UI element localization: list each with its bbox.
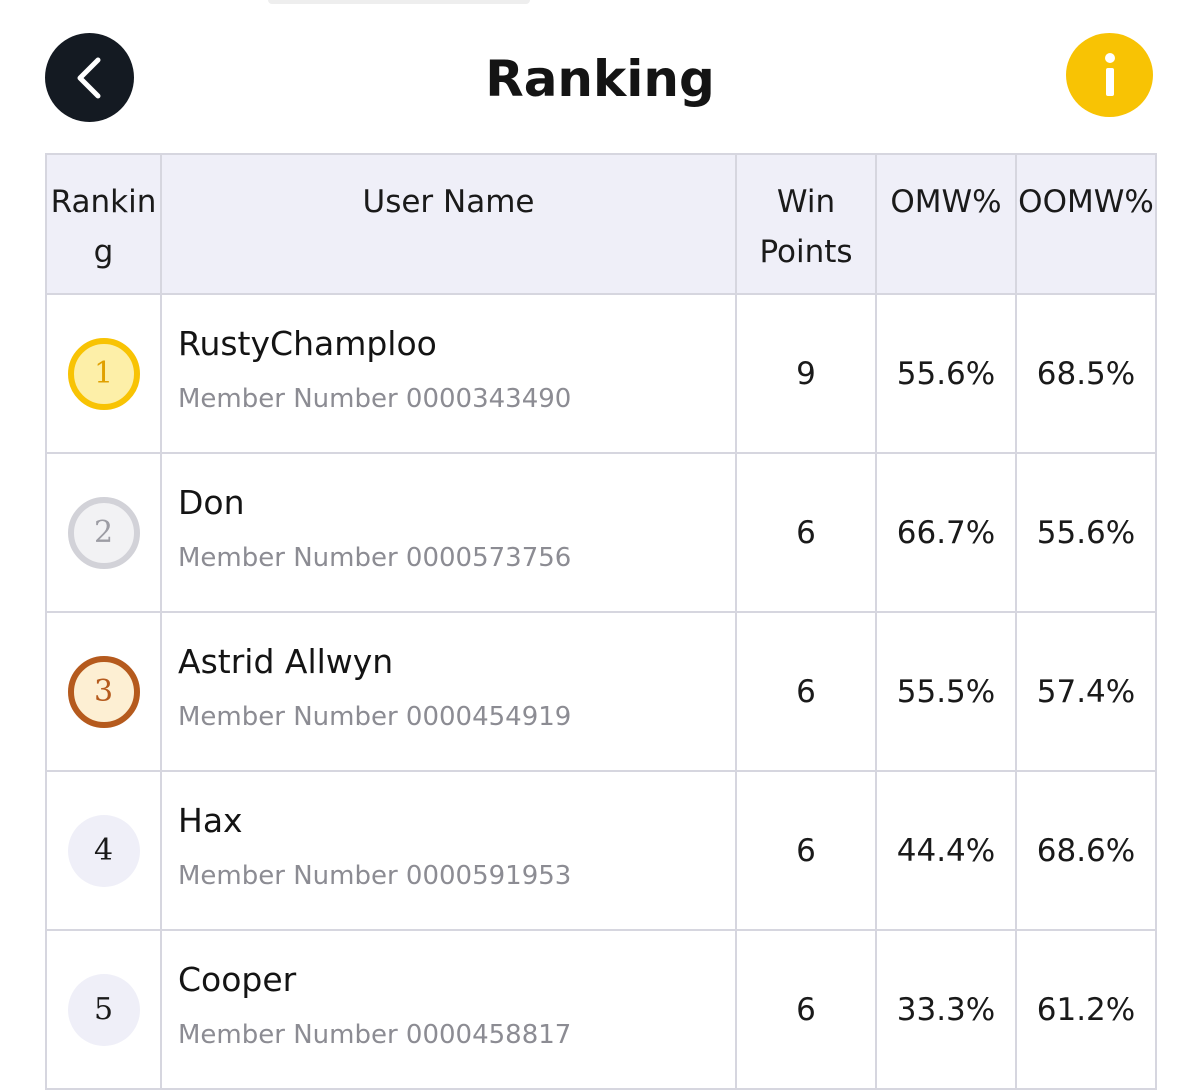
- member-number-label: Member Number: [178, 701, 398, 732]
- member-number-line: Member Number 0000458817: [178, 1018, 735, 1052]
- rank-number: 5: [93, 992, 114, 1027]
- omw-cell: 55.6%: [875, 293, 1017, 454]
- rank-badge: 5: [67, 973, 140, 1046]
- user-cell: RustyChamploo Member Number 0000343490: [160, 293, 737, 454]
- member-number: 0000343490: [405, 383, 572, 414]
- win-points-cell: 6: [735, 770, 877, 931]
- table-row[interactable]: 5 Cooper Member Number 0000458817 6 33.3% 61.…: [45, 929, 1157, 1090]
- page-title: Ranking: [485, 50, 715, 108]
- table-header-row: Ranking User Name Win Points OMW% OOMW%: [45, 153, 1157, 295]
- column-header-omw: OMW%: [875, 153, 1017, 295]
- gold-medal-icon: 1: [67, 337, 140, 410]
- rank-number: 1: [93, 356, 114, 391]
- win-points-cell: 9: [735, 293, 877, 454]
- rank-number: 3: [93, 674, 114, 709]
- user-name: Astrid Allwyn: [178, 641, 394, 681]
- omw-cell: 44.4%: [875, 770, 1017, 931]
- rank-number: 2: [93, 515, 114, 550]
- oomw-cell: 57.4%: [1015, 611, 1157, 772]
- member-number-line: Member Number 0000591953: [178, 859, 735, 893]
- omw-cell: 55.5%: [875, 611, 1017, 772]
- table-row[interactable]: 2 Don Member Number 0000573756 6 66.7% 55.6%: [45, 452, 1157, 613]
- member-number: 0000454919: [405, 701, 572, 732]
- user-cell: Cooper Member Number 0000458817: [160, 929, 737, 1090]
- column-header-oomw: OOMW%: [1015, 153, 1157, 295]
- win-points-cell: 6: [735, 929, 877, 1090]
- chevron-left-icon: [77, 57, 100, 98]
- rank-badge: 4: [67, 814, 140, 887]
- user-name: RustyChamploo: [178, 323, 437, 363]
- member-number: 0000591953: [405, 860, 572, 891]
- page-header: Ranking: [0, 0, 1200, 150]
- rank-cell: 2: [45, 452, 162, 613]
- member-number-label: Member Number: [178, 860, 398, 891]
- member-number-label: Member Number: [178, 1019, 398, 1050]
- table-row[interactable]: 4 Hax Member Number 0000591953 6 44.4% 68.6%: [45, 770, 1157, 931]
- member-number-label: Member Number: [178, 542, 398, 573]
- omw-cell: 33.3%: [875, 929, 1017, 1090]
- info-icon: [1104, 53, 1115, 96]
- column-header-ranking: Ranking: [45, 153, 162, 295]
- silver-medal-icon: 2: [67, 496, 140, 569]
- rank-cell: 5: [45, 929, 162, 1090]
- oomw-cell: 61.2%: [1015, 929, 1157, 1090]
- top-drag-handle: [268, 0, 530, 4]
- member-number-label: Member Number: [178, 383, 398, 414]
- ranking-table: Ranking User Name Win Points OMW% OOMW% …: [45, 153, 1157, 1090]
- column-header-user-name: User Name: [160, 153, 737, 295]
- rank-cell: 1: [45, 293, 162, 454]
- oomw-cell: 68.6%: [1015, 770, 1157, 931]
- win-points-cell: 6: [735, 452, 877, 613]
- rank-number: 4: [93, 833, 114, 868]
- oomw-cell: 55.6%: [1015, 452, 1157, 613]
- omw-cell: 66.7%: [875, 452, 1017, 613]
- back-button[interactable]: [45, 33, 134, 122]
- rank-cell: 3: [45, 611, 162, 772]
- info-button[interactable]: [1066, 33, 1153, 117]
- column-header-win-points: Win Points: [735, 153, 877, 295]
- bronze-medal-icon: 3: [67, 655, 140, 728]
- user-cell: Don Member Number 0000573756: [160, 452, 737, 613]
- user-cell: Hax Member Number 0000591953: [160, 770, 737, 931]
- rank-cell: 4: [45, 770, 162, 931]
- user-cell: Astrid Allwyn Member Number 0000454919: [160, 611, 737, 772]
- table-row[interactable]: 1 RustyChamploo Member Number 0000343490 9 5…: [45, 293, 1157, 454]
- member-number-line: Member Number 0000573756: [178, 541, 735, 575]
- oomw-cell: 68.5%: [1015, 293, 1157, 454]
- member-number-line: Member Number 0000343490: [178, 382, 735, 416]
- member-number: 0000573756: [405, 542, 572, 573]
- win-points-cell: 6: [735, 611, 877, 772]
- member-number-line: Member Number 0000454919: [178, 700, 735, 734]
- user-name: Don: [178, 482, 245, 522]
- user-name: Cooper: [178, 959, 297, 999]
- table-row[interactable]: 3 Astrid Allwyn Member Number 0000454919 6 5…: [45, 611, 1157, 772]
- member-number: 0000458817: [405, 1019, 572, 1050]
- user-name: Hax: [178, 800, 243, 840]
